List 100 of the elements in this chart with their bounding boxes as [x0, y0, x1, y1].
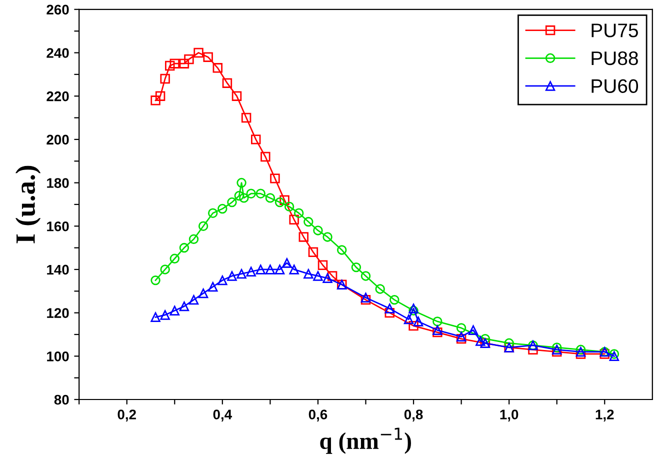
- y-axis-title: I (u.a.): [15, 166, 41, 244]
- point: [313, 271, 323, 281]
- point: [256, 264, 266, 274]
- point: [160, 74, 170, 84]
- point: [336, 245, 347, 255]
- y-tick-label: 100: [47, 351, 69, 362]
- point: [404, 314, 414, 324]
- point: [227, 197, 237, 208]
- point: [160, 310, 170, 320]
- point: [194, 48, 204, 58]
- point: [432, 316, 442, 326]
- point: [179, 58, 190, 68]
- point: [375, 284, 385, 294]
- point: [236, 268, 246, 279]
- y-tick-label: 260: [46, 4, 69, 15]
- y-tick-label: 180: [47, 178, 69, 188]
- legend-label: PU88: [592, 51, 638, 66]
- point: [289, 264, 299, 274]
- point: [150, 96, 160, 106]
- y-tick-label: 220: [46, 91, 69, 102]
- point: [384, 308, 394, 318]
- point: [468, 325, 478, 336]
- point: [552, 342, 562, 352]
- x-tick-label: 0,2: [118, 410, 136, 422]
- point: [456, 323, 466, 333]
- point: [360, 294, 371, 305]
- point: [170, 254, 180, 264]
- point: [282, 258, 292, 268]
- point: [609, 349, 620, 359]
- point: [246, 188, 256, 198]
- point: [218, 204, 228, 214]
- point: [198, 288, 208, 298]
- point: [198, 221, 208, 231]
- point: [304, 216, 314, 227]
- point: [246, 266, 256, 276]
- x-tick-label: 0,8: [404, 410, 423, 422]
- point: [327, 271, 338, 281]
- point: [351, 262, 362, 272]
- point: [304, 268, 314, 279]
- y-tick-label: 200: [46, 134, 69, 145]
- x-tick-label: 0,4: [213, 410, 232, 422]
- point: [164, 60, 175, 71]
- point: [322, 273, 332, 283]
- point: [390, 294, 400, 305]
- x-tick-label: 1,2: [596, 410, 614, 422]
- point: [260, 152, 270, 162]
- x-axis-title: q (nm$^{−1}$): [320, 428, 411, 454]
- y-tick-label: 120: [47, 308, 69, 318]
- point: [179, 301, 190, 312]
- point: [170, 58, 180, 68]
- point: [360, 292, 371, 302]
- x-tick-label: 0,6: [308, 410, 328, 422]
- point: [218, 275, 228, 286]
- point: [609, 351, 620, 362]
- point: [298, 232, 308, 242]
- point: [408, 306, 418, 316]
- point: [384, 304, 394, 314]
- point: [188, 294, 199, 305]
- point: [476, 336, 486, 346]
- point: [150, 275, 160, 286]
- point: [504, 338, 514, 348]
- point: [265, 264, 276, 274]
- point: [289, 214, 299, 224]
- point: [188, 234, 199, 244]
- point: [308, 247, 318, 257]
- point: [280, 195, 290, 205]
- point: [274, 264, 285, 274]
- point: [360, 271, 371, 281]
- point: [313, 226, 323, 236]
- point: [222, 78, 232, 88]
- point: [155, 91, 166, 101]
- x-tick-label: 1,0: [500, 410, 518, 422]
- y-tick-label: 240: [46, 48, 69, 58]
- point: [208, 282, 218, 292]
- point: [232, 91, 242, 101]
- point: [160, 264, 170, 274]
- y-tick-label: 80: [54, 394, 69, 405]
- point: [150, 312, 160, 322]
- point: [227, 271, 237, 281]
- point: [294, 208, 304, 218]
- point: [236, 178, 246, 188]
- point: [208, 208, 218, 218]
- point: [322, 232, 332, 242]
- point: [241, 112, 252, 123]
- point: [274, 197, 285, 208]
- point: [170, 306, 180, 316]
- point: [234, 190, 244, 201]
- y-tick-label: 160: [47, 221, 69, 232]
- y-tick-label: 140: [47, 264, 69, 275]
- point: [250, 134, 261, 144]
- point: [270, 174, 280, 184]
- point: [265, 193, 276, 203]
- point: [212, 63, 222, 73]
- point: [408, 320, 418, 331]
- point: [203, 52, 213, 62]
- point: [239, 193, 249, 203]
- legend-label: PU60: [592, 79, 638, 93]
- legend-label: PU75: [592, 24, 638, 38]
- point: [184, 54, 194, 64]
- point: [256, 188, 266, 198]
